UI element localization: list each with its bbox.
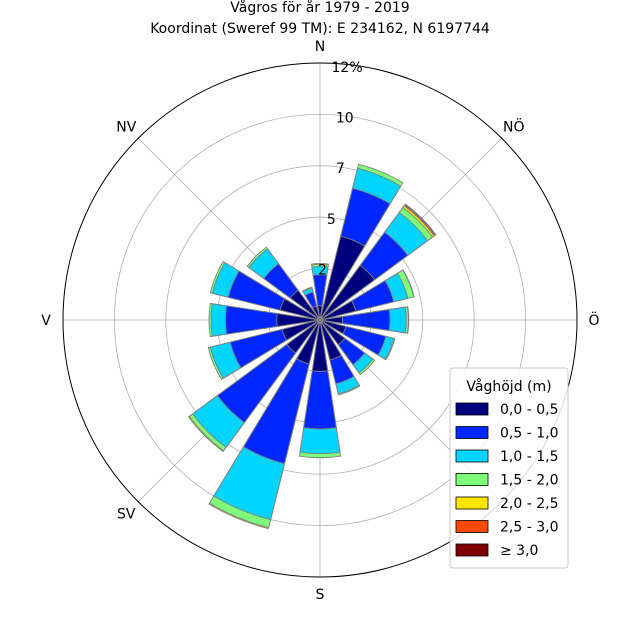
legend-label-4: 2,0 - 2,5 xyxy=(500,496,558,512)
legend-swatch-4 xyxy=(455,496,489,510)
direction-label-nw: NV xyxy=(116,119,136,135)
radial-tick-labels: 2 5 7 10 12% xyxy=(318,60,363,278)
legend-label-2: 1,0 - 1,5 xyxy=(500,449,558,465)
legend-label-1: 0,5 - 1,0 xyxy=(500,426,558,442)
direction-label-e: Ö xyxy=(588,311,599,329)
legend-label-5: 2,5 - 3,0 xyxy=(500,520,558,536)
radial-tick-label-3: 10 xyxy=(336,111,354,127)
legend-label-3: 1,5 - 2,0 xyxy=(500,473,558,489)
direction-label-w: V xyxy=(41,313,51,329)
legend-swatch-6 xyxy=(455,543,489,557)
bar-sector-0-bin-1 xyxy=(312,274,328,321)
bar-sector-6-bin-0 xyxy=(319,319,346,346)
legend-label-0: 0,0 - 0,5 xyxy=(500,402,558,418)
legend-label-6: ≥ 3,0 xyxy=(500,543,538,559)
bar-sector-12-bin-1 xyxy=(224,305,321,335)
bar-sector-13-bin-0 xyxy=(279,298,321,321)
legend-title: Våghöjd (m) xyxy=(466,378,551,395)
bar-sector-4-bin-1 xyxy=(319,309,391,331)
direction-label-sw: SV xyxy=(117,507,136,523)
bar-sector-10-bin-0 xyxy=(286,319,321,354)
bar-sector-15-bin-0 xyxy=(311,305,321,321)
direction-label-s: S xyxy=(316,587,325,603)
legend-box xyxy=(449,367,569,569)
legend-swatch-0 xyxy=(455,402,489,416)
legend-swatch-5 xyxy=(455,520,489,533)
legend-items: 0,0 - 0,5 0,5 - 1,0 1,0 - 1,5 1,5 - 2,0 2,0 … xyxy=(455,402,558,559)
radial-tick-label-4: 12% xyxy=(332,60,363,76)
bar-sector-4-bin-0 xyxy=(319,316,344,324)
bar-sector-7-bin-0 xyxy=(319,319,342,361)
bar-sector-8-bin-0 xyxy=(311,319,329,372)
bar-sector-2-bin-0 xyxy=(319,264,376,321)
legend-swatch-1 xyxy=(455,426,489,439)
chart-title-line-2: Koordinat (Sweref 99 TM): E 234162, N 61… xyxy=(150,21,490,37)
direction-label-n: N xyxy=(315,39,325,55)
bar-sector-9-bin-0 xyxy=(296,319,321,365)
bar-sector-5-bin-0 xyxy=(319,319,347,335)
bar-sector-3-bin-0 xyxy=(319,300,357,321)
radial-tick-label-1: 5 xyxy=(327,212,336,228)
bar-sector-14-bin-0 xyxy=(289,289,321,321)
bar-sector-0-bin-0 xyxy=(317,305,323,321)
direction-label-ne: NÖ xyxy=(503,117,525,135)
chart-title-line-1: Vågros för år 1979 - 2019 xyxy=(230,0,409,16)
radial-tick-label-0: 2 xyxy=(318,262,327,278)
bar-sector-1-bin-0 xyxy=(319,235,366,321)
bar-sector-12-bin-0 xyxy=(276,313,321,327)
bar-sector-11-bin-0 xyxy=(281,319,321,341)
direction-labels: N NÖ Ö S SV V NV xyxy=(41,39,599,603)
polar-outer-frame xyxy=(62,62,578,578)
legend-swatch-2 xyxy=(455,449,489,463)
legend-swatch-3 xyxy=(455,473,489,486)
bar-sector-8-bin-1 xyxy=(303,319,337,430)
wave-rose-bars xyxy=(187,163,437,530)
radial-tick-label-2: 7 xyxy=(336,161,345,177)
legend: Våghöjd (m) 0,0 - 0,5 0,5 - 1,0 1,0 - 1,5 1… xyxy=(449,367,569,569)
